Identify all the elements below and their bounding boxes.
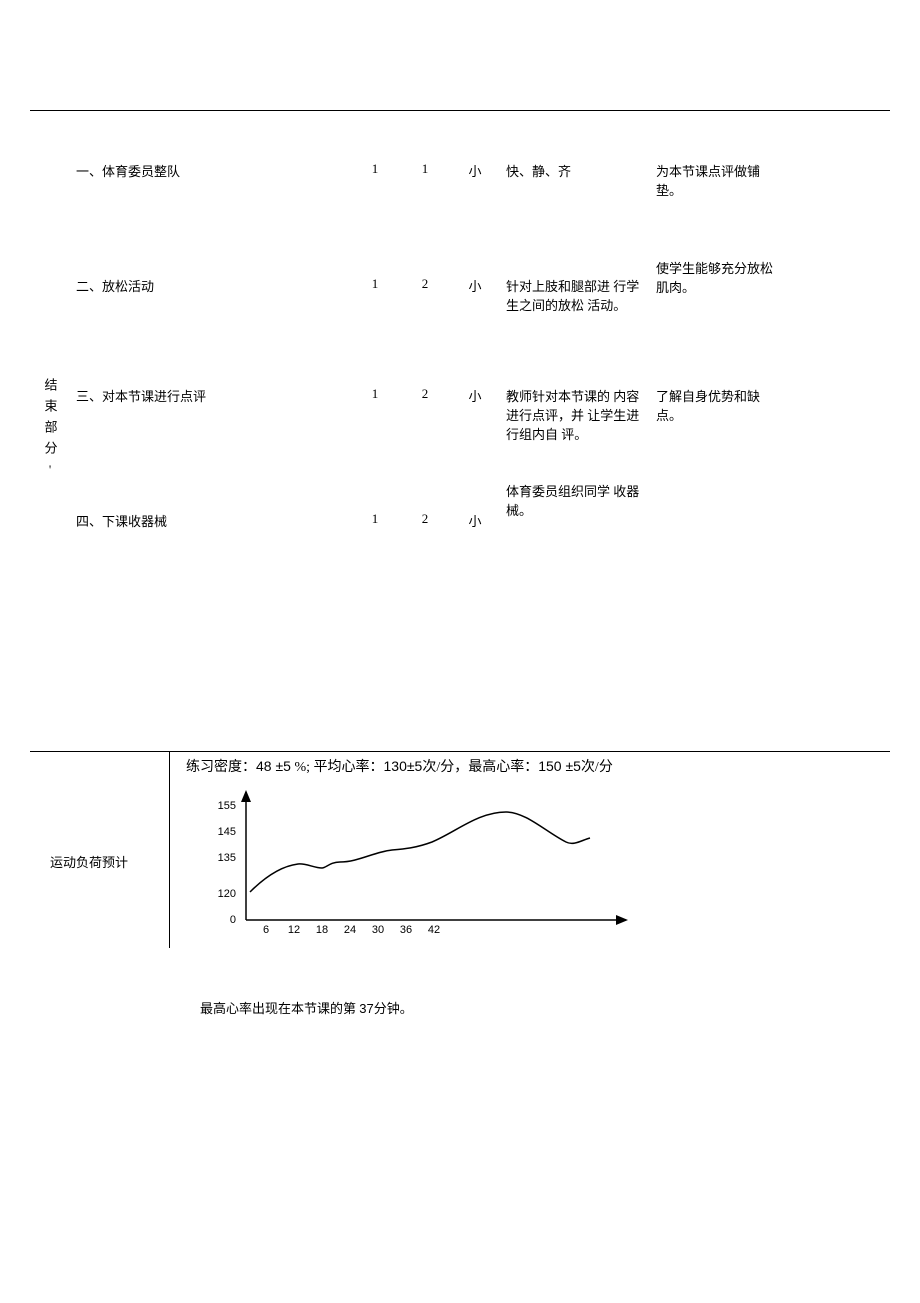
table-row: 四、下课收器械12小体育委员组织同学 收器械。 xyxy=(70,511,890,530)
row-purpose xyxy=(650,511,780,530)
x-tick-label: 18 xyxy=(312,924,332,936)
row-desc: 快、静、齐 xyxy=(500,161,650,199)
table-row: 一、体育委员整队11小快、静、齐为本节课点评做铺垫。 xyxy=(70,161,890,199)
x-tick-label: 24 xyxy=(340,924,360,936)
avg-val: 130±5 xyxy=(384,758,423,774)
y-tick-label: 120 xyxy=(206,888,236,900)
x-tick-label: 30 xyxy=(368,924,388,936)
row-content: 三、对本节课进行点评 xyxy=(70,386,350,443)
footer-suffix: 分钟。 xyxy=(374,1001,413,1016)
row-purpose: 了解自身优势和缺点。 xyxy=(650,386,780,443)
content-area: 一、体育委员整队11小快、静、齐为本节课点评做铺垫。二、放松活动12小针对上肢和… xyxy=(70,111,890,752)
footer-minute: 37 xyxy=(359,1001,373,1016)
x-tick-label: 6 xyxy=(256,924,276,936)
density-unit: %; xyxy=(291,760,314,775)
row-size: 小 xyxy=(450,386,500,443)
row-desc: 体育委员组织同学 收器械。 xyxy=(500,481,650,530)
unit2: 次/分 xyxy=(581,760,613,775)
max-prefix: 最高心率： xyxy=(468,760,538,775)
footer-note: 最高心率出现在本节课的第 37分钟。 xyxy=(30,998,890,1017)
row-n1: 1 xyxy=(350,511,400,530)
unit1: 次/分， xyxy=(422,760,468,775)
rows-container: 一、体育委员整队11小快、静、齐为本节课点评做铺垫。二、放松活动12小针对上肢和… xyxy=(70,111,890,751)
density-text: 练习密度：48 ±5 %; 平均心率：130±5次/分，最高心率：150 ±5次… xyxy=(186,752,890,788)
lesson-table: 结束部分' 一、体育委员整队11小快、静、齐为本节课点评做铺垫。二、放松活动12… xyxy=(30,110,890,752)
y-tick-label: 135 xyxy=(206,852,236,864)
avg-prefix: 平均心率： xyxy=(314,760,384,775)
row-purpose: 为本节课点评做铺垫。 xyxy=(650,161,780,199)
row-n2: 1 xyxy=(400,161,450,199)
row-n2: 2 xyxy=(400,276,450,314)
density-section: 运动负荷预计 练习密度：48 ±5 %; 平均心率：130±5次/分，最高心率：… xyxy=(30,752,890,948)
section-label: 结束部分' xyxy=(43,378,58,485)
section-label-cell: 结束部分' xyxy=(30,111,70,752)
row-n1: 1 xyxy=(350,161,400,199)
table-row: 三、对本节课进行点评12小教师针对本节课的 内容进行点评，并 让学生进行组内自 … xyxy=(70,386,890,443)
x-tick-label: 12 xyxy=(284,924,304,936)
row-desc: 针对上肢和腿部进 行学生之间的放松 活动。 xyxy=(500,276,650,314)
y-tick-label: 0 xyxy=(206,914,236,926)
row-n1: 1 xyxy=(350,276,400,314)
heart-rate-chart: 155 145 135 120 0 6 12 18 24 30 36 42 xyxy=(206,788,646,948)
density-prefix: 练习密度： xyxy=(186,760,256,775)
x-tick-label: 36 xyxy=(396,924,416,936)
density-label: 运动负荷预计 xyxy=(30,752,170,948)
footer-prefix: 最高心率出现在本节课的第 xyxy=(200,1001,359,1016)
row-size: 小 xyxy=(450,276,500,314)
x-tick-label: 42 xyxy=(424,924,444,936)
row-content: 四、下课收器械 xyxy=(70,511,350,530)
table-row: 二、放松活动12小针对上肢和腿部进 行学生之间的放松 活动。使学生能够充分放松肌… xyxy=(70,276,890,314)
max-val: 150 ±5 xyxy=(538,758,581,774)
row-purpose: 使学生能够充分放松肌肉。 xyxy=(650,258,780,314)
row-size: 小 xyxy=(450,511,500,530)
row-size: 小 xyxy=(450,161,500,199)
density-content: 练习密度：48 ±5 %; 平均心率：130±5次/分，最高心率：150 ±5次… xyxy=(170,752,890,948)
y-tick-label: 145 xyxy=(206,826,236,838)
row-n2: 2 xyxy=(400,386,450,443)
density-val: 48 ±5 xyxy=(256,758,291,774)
row-n1: 1 xyxy=(350,386,400,443)
y-tick-label: 155 xyxy=(206,800,236,812)
row-content: 一、体育委员整队 xyxy=(70,161,350,199)
row-desc: 教师针对本节课的 内容进行点评，并 让学生进行组内自 评。 xyxy=(500,386,650,443)
row-n2: 2 xyxy=(400,511,450,530)
row-content: 二、放松活动 xyxy=(70,276,350,314)
